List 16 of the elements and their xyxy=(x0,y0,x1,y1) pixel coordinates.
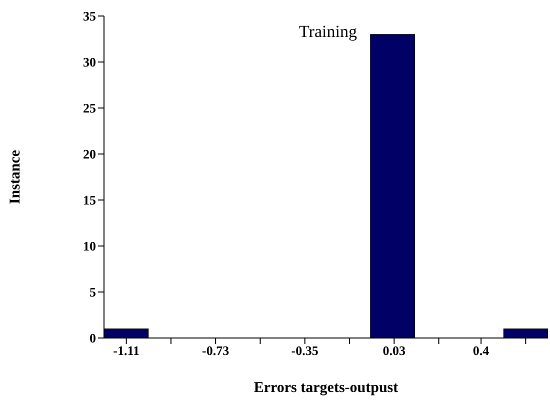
annotation: Training xyxy=(298,22,358,42)
y-tick-label: 0 xyxy=(90,330,96,346)
x-tick-label: 0.03 xyxy=(382,343,406,358)
y-tick-label: 5 xyxy=(90,284,96,300)
x-tick-label: -0.73 xyxy=(202,343,230,358)
x-axis-title: Errors targets-outpust xyxy=(254,380,398,396)
y-tick-label: 25 xyxy=(83,100,96,116)
x-tick-label: -0.35 xyxy=(291,343,319,358)
y-tick-label: 35 xyxy=(83,8,96,24)
y-tick-label: 30 xyxy=(83,54,96,70)
y-axis-title: Instance xyxy=(7,150,24,204)
x-tick-label: 0.4 xyxy=(472,343,490,358)
y-tick-label: 20 xyxy=(83,146,96,162)
x-tick-label: -1.11 xyxy=(113,343,140,358)
y-tick-label: 10 xyxy=(83,238,96,254)
y-tick-label: 15 xyxy=(83,192,96,208)
